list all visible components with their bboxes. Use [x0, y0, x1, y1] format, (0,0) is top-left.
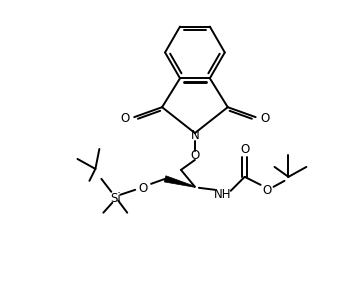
Text: O: O: [190, 149, 200, 163]
Text: O: O: [121, 112, 130, 125]
Text: O: O: [260, 112, 269, 125]
Text: NH: NH: [214, 188, 232, 201]
Text: Si: Si: [110, 192, 121, 205]
Text: O: O: [262, 184, 271, 197]
Polygon shape: [164, 176, 195, 187]
Text: N: N: [190, 128, 199, 141]
Text: O: O: [240, 143, 249, 156]
Text: O: O: [138, 182, 148, 195]
